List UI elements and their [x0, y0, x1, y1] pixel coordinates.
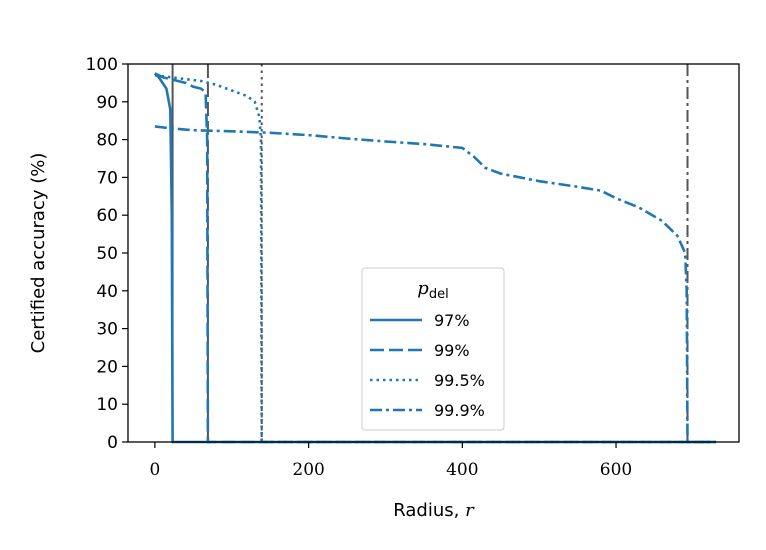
y-tick-label: 80 [96, 131, 118, 151]
x-tick-label: 600 [600, 460, 632, 480]
y-tick-label: 100 [86, 55, 118, 75]
legend-label-1: 99% [434, 341, 470, 360]
y-tick-label: 90 [96, 93, 118, 113]
legend-title-symbol: p [417, 278, 429, 299]
x-axis-label-variable: r [465, 500, 475, 521]
series-line-3 [154, 125, 716, 444]
x-tick-label: 0 [149, 460, 160, 480]
axis-ticks: 0 10 20 30 40 50 60 70 80 90 100 0 200 400 600 [86, 55, 633, 480]
x-axis-label: Radius, r [393, 500, 475, 521]
legend-box [361, 267, 505, 431]
y-tick-label: 70 [96, 168, 118, 188]
y-tick-label: 0 [107, 433, 118, 453]
y-tick-label: 50 [96, 244, 118, 264]
series-lines [153, 72, 716, 444]
y-tick-label: 30 [96, 320, 118, 340]
y-tick-label: 20 [96, 357, 118, 377]
x-tick-label: 400 [446, 460, 478, 480]
y-tick-label: 40 [96, 282, 118, 302]
series-line-2 [154, 74, 716, 444]
legend-title-subscript: del [429, 287, 449, 302]
legend: pdel 97% 99% 99.5% 99.9% [361, 267, 505, 431]
legend-entries: 97% 99% 99.5% 99.9% [370, 311, 485, 420]
y-tick-label: 60 [96, 206, 118, 226]
legend-label-3: 99.9% [434, 401, 485, 420]
legend-title: pdel [417, 278, 448, 302]
y-tick-label: 10 [96, 395, 118, 415]
y-axis-label: Certified accuracy (%) [28, 153, 49, 354]
legend-label-0: 97% [434, 311, 470, 330]
x-axis-label-text: Radius, [393, 500, 465, 521]
series-line-0 [153, 72, 716, 444]
legend-label-2: 99.5% [434, 371, 485, 390]
series-line-1 [154, 72, 716, 444]
x-tick-label: 200 [292, 460, 324, 480]
